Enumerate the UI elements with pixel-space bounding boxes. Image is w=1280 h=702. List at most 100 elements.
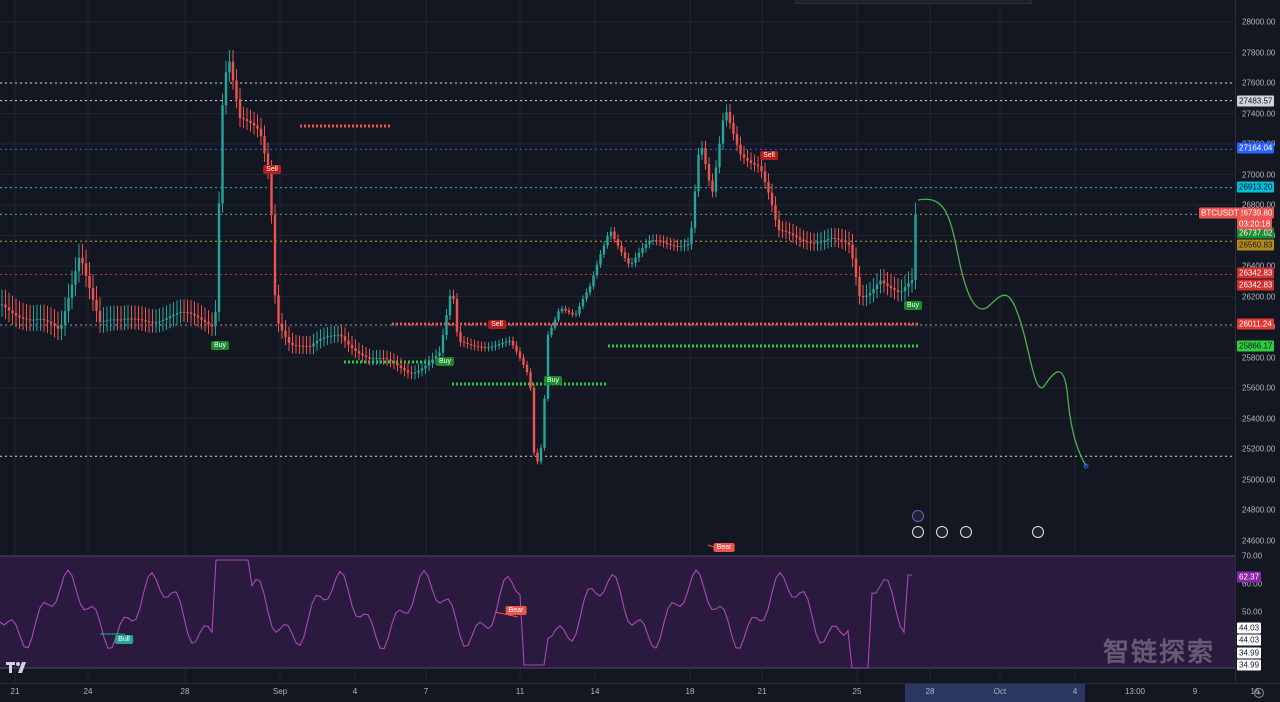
price-level-tag: 26737.02 [1237, 227, 1275, 239]
candle-body [564, 308, 567, 311]
candle-body [203, 319, 207, 323]
candle-body [658, 240, 662, 242]
price-tick: 27800.00 [1242, 48, 1276, 57]
candle-body [130, 318, 133, 320]
candle-body [826, 238, 830, 241]
candle-body [329, 335, 333, 337]
candle-body [445, 315, 448, 335]
candle-body [630, 262, 634, 264]
candle-body [308, 346, 312, 348]
candle-body [704, 148, 707, 165]
candle-body [914, 214, 917, 281]
candle-body [354, 348, 357, 352]
candle-body [182, 311, 186, 313]
candle-body [427, 362, 431, 366]
time-tick: 16 [1250, 687, 1260, 696]
candle-body [137, 318, 140, 320]
last-price-tag: 26739.80 [1237, 207, 1275, 219]
candle-body [382, 357, 385, 359]
candle-body [725, 112, 728, 121]
candle-body [623, 252, 627, 258]
price-tick: 24600.00 [1242, 536, 1276, 545]
candle-body [490, 346, 494, 348]
price-level-tag: 27483.57 [1237, 95, 1275, 107]
candle-body [788, 231, 791, 234]
candle-body [4, 304, 7, 308]
candle-body [242, 118, 245, 120]
candle-body [18, 315, 21, 318]
price-tick: 25000.00 [1242, 475, 1276, 484]
top-panel[interactable] [795, 0, 1032, 4]
time-tick: Sep [272, 687, 288, 696]
candle-body [907, 283, 910, 287]
candle-body [644, 244, 648, 249]
candle-body [126, 318, 130, 320]
candle-body [732, 122, 735, 134]
candle-body [35, 319, 39, 321]
candle-body [151, 322, 154, 324]
candle-body [301, 345, 305, 347]
time-tick: 4 [352, 687, 358, 696]
candle-body [627, 257, 630, 264]
axis-settings-icon[interactable] [1252, 686, 1266, 700]
candle-body [189, 312, 193, 314]
price-chart[interactable] [0, 0, 1235, 683]
candle-body [641, 248, 644, 253]
candle-body [462, 341, 466, 343]
candle-body [879, 280, 882, 285]
candle-body [693, 191, 697, 228]
candle-body [438, 352, 441, 356]
time-tick: 7 [423, 687, 429, 696]
candle-body [634, 257, 637, 263]
price-scale[interactable]: 28000.0027800.0027600.0027400.0027200.00… [1235, 0, 1280, 683]
candle-body [774, 205, 777, 220]
candle-body [714, 167, 718, 192]
candle-body [497, 344, 501, 346]
candle-body [536, 452, 539, 462]
candle-body [277, 295, 280, 324]
candle-body [91, 288, 95, 300]
candle-body [574, 313, 578, 315]
candle-body [749, 160, 753, 163]
candle-body [707, 164, 711, 181]
candle-body [539, 447, 543, 462]
candle-body [592, 275, 595, 287]
candle-body [154, 322, 158, 324]
candle-body [777, 219, 781, 231]
chart-area[interactable]: Buy Sell Sell Buy Buy Sell Buy Bull Bear Bear 智链探… [0, 0, 1235, 683]
time-tick: 25 [852, 687, 862, 696]
time-tick: 24 [83, 687, 93, 696]
candle-body [368, 357, 371, 359]
candle-body [837, 238, 840, 240]
price-level-tag: 26560.83 [1237, 239, 1275, 251]
candle-body [532, 387, 536, 453]
candle-body [840, 239, 844, 241]
candle-body [609, 231, 613, 237]
candle-body [476, 346, 480, 348]
candle-body [781, 230, 784, 232]
price-tick: 26200.00 [1242, 292, 1276, 301]
price-tick: 25600.00 [1242, 383, 1276, 393]
candle-body [413, 372, 417, 374]
candle-body [900, 291, 903, 293]
candle-body [431, 359, 434, 363]
candle-body [455, 298, 459, 332]
price-level-tag: 26011.24 [1237, 318, 1274, 330]
candle-body [53, 323, 56, 326]
watermark: 智链探索 [1102, 637, 1215, 667]
candle-body [168, 316, 172, 319]
rsi-value-tag: 44.03 [1237, 634, 1262, 646]
event-icon [960, 526, 972, 538]
candle-body [32, 319, 35, 321]
candle-body [844, 240, 847, 243]
forecast-path [917, 198, 1087, 467]
bear-divergence-line [707, 544, 723, 551]
price-level-tag: 26342.83 [1237, 279, 1275, 291]
tradingview-logo-icon[interactable] [6, 660, 28, 674]
candle-body [74, 271, 77, 285]
candle-body [697, 154, 700, 192]
candle-body [21, 317, 25, 319]
candle-body [406, 370, 410, 373]
time-axis[interactable]: 21 24 28 Sep 4 7 11 14 18 21 25 28 Oct 4 13:00 9 16 [0, 683, 1280, 702]
candle-body [588, 286, 592, 293]
